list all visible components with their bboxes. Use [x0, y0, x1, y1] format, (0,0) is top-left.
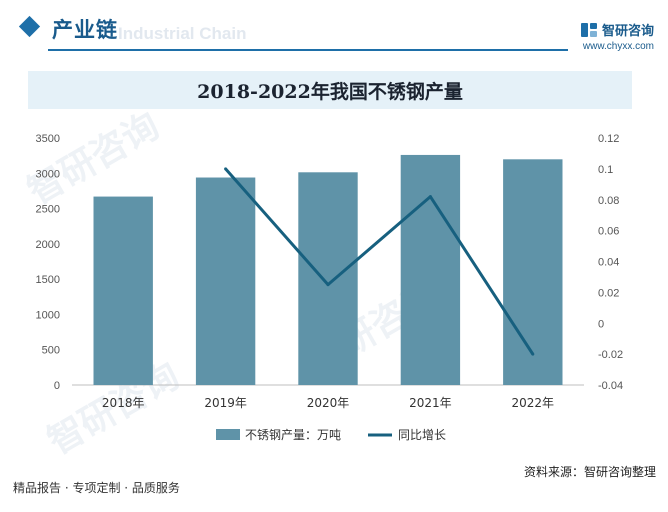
bar [400, 154, 461, 385]
y-left-tick-label: 2000 [36, 239, 60, 251]
x-tick-label: 2018年 [102, 396, 145, 410]
x-tick-label: 2019年 [204, 396, 247, 410]
bar [93, 196, 153, 385]
legend-swatch-bar [216, 429, 240, 440]
line-point [531, 352, 535, 356]
y-right-tick-label: 0.06 [598, 226, 619, 238]
section-ghost-text: Industrial Chain [118, 24, 247, 43]
brand: 智研咨询 www.chyxx.com [580, 20, 654, 52]
legend-label-line: 同比增长 [398, 428, 446, 442]
y-right-tick-label: 0.12 [598, 133, 619, 145]
section-title: 产业链 [52, 18, 118, 42]
y-right-tick-label: 0.08 [598, 195, 619, 207]
y-right-tick-label: 0.04 [598, 257, 619, 269]
y-left-tick-label: 3500 [36, 133, 60, 145]
y-left-tick-label: 1000 [36, 309, 60, 321]
chart-title-band: 2018-2022年我国不锈钢产量 [28, 71, 632, 109]
y-left-tick-label: 2500 [36, 204, 60, 216]
y-left-tick-label: 500 [42, 345, 60, 357]
growth-line [224, 167, 535, 355]
bar [195, 177, 256, 385]
line-point [224, 167, 228, 171]
footer-source: 资料来源：智研咨询整理 [523, 465, 656, 479]
x-tick-label: 2022年 [512, 396, 555, 410]
line-point [428, 195, 432, 199]
bar [503, 159, 563, 385]
chart-title: 2018-2022年我国不锈钢产量 [197, 80, 463, 103]
y-left-tick-label: 3000 [36, 168, 60, 180]
x-tick-label: 2021年 [409, 396, 452, 410]
bar [298, 172, 358, 385]
line-point [326, 283, 330, 287]
brand-url: www.chyxx.com [582, 41, 654, 52]
footer-tagline: 精品报告 · 专项定制 · 品质服务 [13, 481, 180, 495]
page-header: Industrial Chain 产业链 智研咨询 www.chyxx.com [0, 0, 668, 58]
y-right-tick-label: 0.1 [598, 164, 613, 176]
y-right-tick-label: 0.02 [598, 287, 619, 299]
y-left-tick-label: 0 [54, 380, 60, 392]
legend-label-bar: 不锈钢产量：万吨 [245, 428, 341, 442]
brand-name: 智研咨询 [601, 24, 654, 39]
y-left-tick-label: 1500 [36, 274, 60, 286]
brand-logo-icon [580, 22, 597, 37]
y-right-tick-label: 0 [598, 318, 604, 330]
header-rule [48, 49, 568, 51]
y-right-tick-label: -0.04 [598, 380, 623, 392]
x-tick-label: 2020年 [307, 396, 350, 410]
y-right-tick-label: -0.02 [598, 349, 623, 361]
